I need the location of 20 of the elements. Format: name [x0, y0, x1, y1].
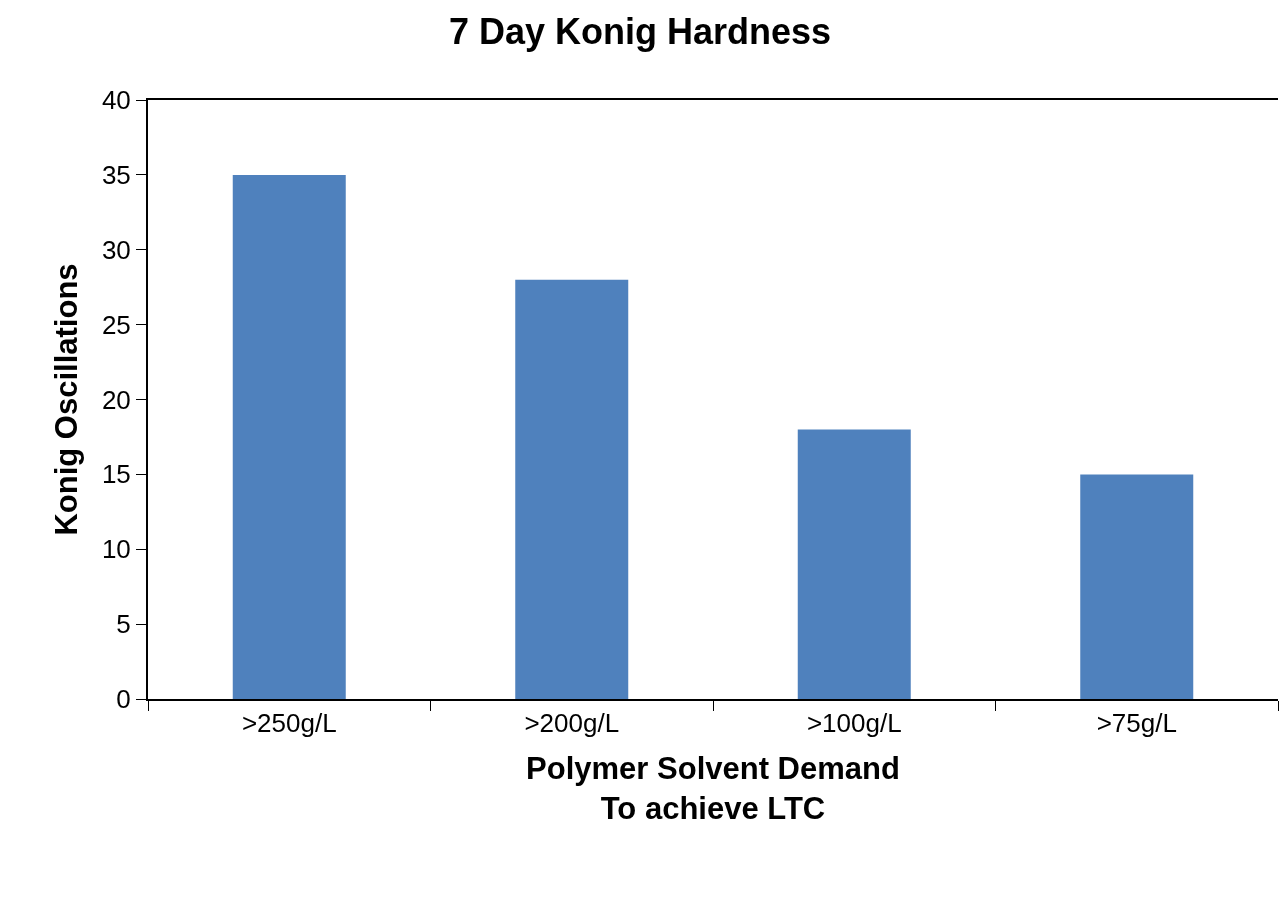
bar: [515, 279, 629, 699]
y-tick-label: 5: [116, 609, 131, 640]
x-tick-label: >250g/L: [241, 708, 337, 739]
x-tick-label: >75g/L: [1096, 708, 1177, 739]
y-tick-label: 40: [101, 85, 131, 116]
chart-title: 7 Day Konig Hardness: [448, 11, 832, 53]
y-tick-label: 25: [101, 309, 131, 340]
y-tick-label: 20: [101, 384, 131, 415]
y-tick-label: 30: [101, 234, 131, 265]
bar: [797, 429, 911, 699]
x-axis-title: Polymer Solvent Demand To achieve LTC: [526, 750, 900, 827]
bar: [232, 174, 346, 699]
y-tick-label: 0: [116, 684, 131, 715]
x-tick-label: >200g/L: [524, 708, 620, 739]
y-tick-label: 35: [101, 159, 131, 190]
y-axis-title: Konig Oscillations: [49, 263, 85, 536]
y-tick-label: 15: [101, 459, 131, 490]
bar: [1080, 474, 1194, 699]
y-tick-label: 10: [101, 534, 131, 565]
x-tick-label: >100g/L: [806, 708, 902, 739]
